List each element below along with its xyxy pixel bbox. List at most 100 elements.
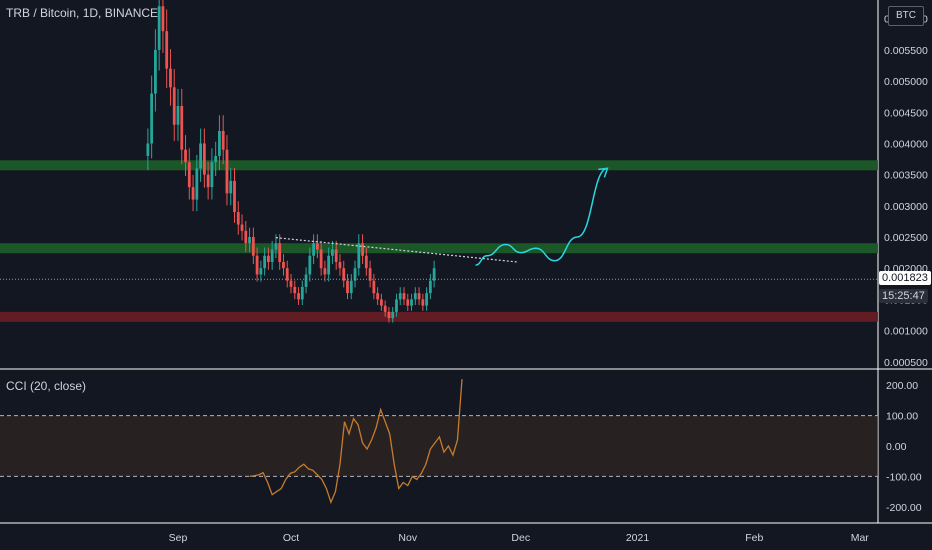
candle-body: [161, 6, 165, 32]
candle-body: [248, 237, 251, 244]
projection-arrowhead: [598, 167, 609, 178]
candle-body: [312, 243, 315, 256]
projection-path: [475, 167, 608, 266]
candle-body: [195, 168, 199, 200]
candle-body: [308, 255, 312, 275]
candle-body: [202, 143, 206, 175]
cci-band-fill: [0, 415, 878, 477]
candle-body: [263, 255, 267, 269]
trendline: [275, 237, 518, 263]
candle-body: [214, 155, 218, 163]
cci-indicator-label[interactable]: CCI (20, close): [6, 379, 87, 393]
candle-body: [157, 6, 161, 50]
candle-body: [304, 274, 308, 287]
price-axis-tick: 0.000500: [884, 357, 928, 369]
candle-body: [191, 187, 195, 200]
candle-body: [150, 93, 154, 144]
candle-body: [236, 212, 240, 225]
price-axis-tick: 0.005500: [884, 45, 928, 57]
green-zone: [0, 243, 878, 254]
candle-body: [176, 106, 180, 125]
time-axis-tick: Feb: [745, 532, 763, 544]
cci-axis-tick: -100.00: [886, 471, 922, 483]
candle-body: [172, 87, 176, 125]
candle-body: [300, 286, 304, 300]
candle-body: [417, 293, 421, 300]
candle-body: [353, 268, 357, 281]
candle-body: [391, 311, 395, 319]
candle-body: [410, 299, 413, 306]
time-axis-tick: Oct: [283, 532, 299, 544]
candle-body: [244, 230, 248, 244]
candle-body: [319, 249, 323, 269]
candle-body: [372, 280, 376, 294]
candle-body: [221, 130, 225, 150]
time-axis-tick: Nov: [398, 532, 417, 544]
candle-body: [184, 149, 187, 163]
candle-body: [421, 299, 425, 306]
candle-body: [361, 243, 364, 256]
cci-axis-tick: 100.00: [886, 411, 918, 423]
candle-body: [210, 162, 214, 188]
candle-body: [285, 268, 289, 281]
candle-body: [323, 268, 327, 275]
candle-body: [398, 293, 402, 300]
candle-body: [278, 243, 282, 262]
candle-body: [225, 149, 229, 194]
candle-body: [342, 268, 346, 281]
candle-body: [338, 261, 342, 269]
candle-body: [383, 305, 387, 312]
cci-axis-tick: 200.00: [886, 380, 918, 392]
currency-badge[interactable]: BTC: [888, 6, 924, 26]
chart-title: TRB / Bitcoin, 1D, BINANCE: [6, 6, 159, 20]
candle-body: [169, 68, 172, 88]
red-zone: [0, 311, 878, 322]
candle-body: [376, 293, 380, 300]
cci-axis-tick: 0.00: [886, 441, 907, 453]
candle-body: [402, 293, 406, 300]
candle-body: [267, 255, 270, 262]
candle-body: [331, 249, 334, 256]
candle-body: [327, 255, 331, 275]
price-axis-tick: 0.005000: [884, 76, 928, 88]
candle-body: [259, 268, 263, 275]
candle-body: [432, 268, 436, 281]
candle-body: [428, 280, 432, 294]
time-axis-tick: 2021: [626, 532, 650, 544]
candle-body: [274, 243, 278, 250]
candle-body: [349, 280, 353, 294]
candle-body: [334, 249, 338, 262]
candle-body: [233, 180, 236, 213]
price-axis-tick: 0.003000: [884, 201, 928, 213]
candle-body: [297, 293, 300, 300]
candle-body: [255, 255, 259, 275]
time-axis-tick: Sep: [169, 532, 188, 544]
candle-body: [229, 180, 233, 194]
candle-body: [218, 130, 221, 156]
candle-body: [165, 31, 169, 69]
price-axis-tick: 0.001000: [884, 326, 928, 338]
price-axis-tick: 0.004000: [884, 138, 928, 150]
candle-body: [146, 143, 150, 156]
candle-body: [413, 293, 417, 300]
candle-body: [282, 261, 285, 269]
candle-body: [406, 299, 410, 306]
green-zone: [0, 160, 878, 171]
candle-body: [387, 311, 391, 319]
candle-body: [357, 243, 361, 269]
candle-body: [368, 268, 372, 281]
countdown-tag: 15:25:47: [879, 289, 928, 304]
candle-body: [293, 286, 297, 294]
candle-body: [187, 162, 191, 188]
candle-body: [425, 293, 428, 306]
candle-body: [395, 299, 398, 312]
price-axis-tick: 0.004500: [884, 107, 928, 119]
candle-body: [270, 249, 274, 262]
price-axis-tick: 0.002500: [884, 232, 928, 244]
candle-body: [380, 299, 383, 306]
candle-body: [315, 243, 319, 250]
candle-body: [206, 174, 210, 188]
candle-body: [180, 106, 184, 150]
candle-body: [154, 49, 157, 94]
